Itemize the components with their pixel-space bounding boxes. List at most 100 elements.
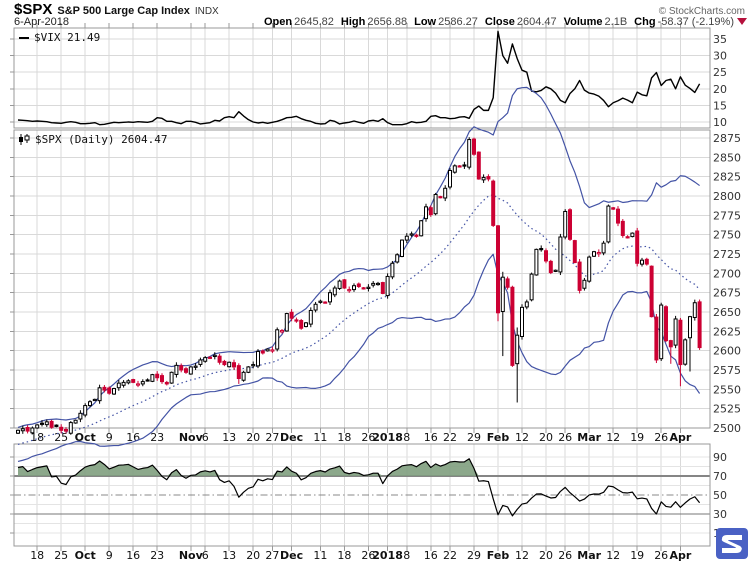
svg-text:Apr: Apr — [669, 549, 691, 562]
svg-text:15: 15 — [713, 99, 727, 112]
svg-text:18: 18 — [337, 431, 351, 444]
svg-text:2675: 2675 — [713, 287, 741, 300]
svg-text:Dec: Dec — [280, 549, 303, 562]
change-down-triangle-icon — [737, 18, 747, 25]
svg-text:19: 19 — [630, 549, 644, 562]
axis-ticks — [36, 23, 681, 551]
svg-text:2018: 2018 — [372, 549, 403, 562]
svg-text:20: 20 — [246, 549, 260, 562]
svg-text:20: 20 — [539, 549, 553, 562]
svg-text:27: 27 — [265, 549, 279, 562]
svg-text:2850: 2850 — [713, 151, 741, 164]
quote-high: High 2656.88 — [340, 16, 408, 28]
svg-text:2625: 2625 — [713, 325, 741, 338]
stockcharts-logo[interactable] — [716, 528, 748, 559]
svg-text:27: 27 — [265, 431, 279, 444]
svg-text:26: 26 — [361, 549, 375, 562]
svg-text:Feb: Feb — [487, 431, 510, 444]
svg-text:26: 26 — [361, 431, 375, 444]
svg-text:29: 29 — [467, 549, 481, 562]
svg-text:Oct: Oct — [75, 549, 96, 562]
svg-text:Mar: Mar — [577, 431, 601, 444]
svg-text:13: 13 — [222, 431, 236, 444]
svg-text:9: 9 — [106, 549, 113, 562]
svg-text:8: 8 — [403, 431, 410, 444]
svg-text:Apr: Apr — [669, 431, 691, 444]
line-swatch-icon — [19, 36, 29, 39]
svg-text:18: 18 — [337, 549, 351, 562]
svg-text:8: 8 — [403, 549, 410, 562]
svg-text:2650: 2650 — [713, 306, 741, 319]
spx-legend-text: $SPX (Daily) 2604.47 — [35, 133, 168, 146]
svg-text:6: 6 — [202, 549, 209, 562]
svg-text:2500: 2500 — [713, 422, 741, 435]
svg-text:2800: 2800 — [713, 190, 741, 203]
quote-open: Open 2645.82 — [264, 16, 334, 28]
candlestick-icon — [19, 134, 30, 145]
quote-close: Close 2604.47 — [484, 16, 557, 28]
svg-text:11: 11 — [313, 431, 327, 444]
svg-text:10: 10 — [713, 116, 727, 129]
svg-text:20: 20 — [246, 431, 260, 444]
svg-text:2550: 2550 — [713, 383, 741, 396]
index-name: S&P 500 Large Cap Index — [57, 5, 190, 17]
svg-text:Mar: Mar — [577, 549, 601, 562]
svg-text:26: 26 — [558, 431, 572, 444]
vix-line — [17, 30, 701, 126]
chart-header: $SPX S&P 500 Large Cap Index INDX © Stoc… — [0, 0, 750, 29]
svg-text:20: 20 — [539, 431, 553, 444]
svg-text:18: 18 — [30, 431, 44, 444]
svg-text:Feb: Feb — [487, 549, 510, 562]
svg-text:Nov: Nov — [179, 431, 204, 444]
svg-text:26: 26 — [654, 431, 668, 444]
exchange-label: INDX — [194, 6, 219, 17]
svg-text:30: 30 — [713, 508, 727, 521]
vix-legend-text: $VIX 21.49 — [34, 31, 101, 44]
svg-text:16: 16 — [126, 549, 140, 562]
panel-borders — [13, 27, 711, 547]
spx-legend: $SPX (Daily) 2604.47 — [18, 133, 167, 146]
candlesticks — [16, 137, 702, 435]
svg-text:2825: 2825 — [713, 171, 741, 184]
svg-text:25: 25 — [713, 66, 727, 79]
quote-low: Low 2586.27 — [414, 16, 478, 28]
svg-text:2600: 2600 — [713, 345, 741, 358]
vix-legend: $VIX 21.49 — [19, 31, 100, 44]
svg-text:12: 12 — [515, 549, 529, 562]
svg-text:2725: 2725 — [713, 248, 741, 261]
stockcharts-copyright-link[interactable]: © StockCharts.com — [658, 6, 745, 17]
svg-text:2700: 2700 — [713, 267, 741, 280]
svg-text:Oct: Oct — [75, 431, 96, 444]
quote-strip: Open 2645.82 High 2656.88 Low 2586.27 Close… — [264, 16, 747, 28]
svg-text:Dec: Dec — [280, 431, 303, 444]
svg-text:16: 16 — [424, 549, 438, 562]
svg-text:25: 25 — [54, 431, 68, 444]
svg-text:19: 19 — [630, 431, 644, 444]
bollinger-bands — [17, 86, 701, 463]
svg-text:12: 12 — [606, 431, 620, 444]
quote-change: Chg -58.37 (-2.19%) — [634, 16, 747, 28]
svg-text:12: 12 — [606, 549, 620, 562]
svg-text:29: 29 — [467, 431, 481, 444]
svg-text:23: 23 — [150, 549, 164, 562]
svg-text:26: 26 — [654, 549, 668, 562]
svg-text:23: 23 — [150, 431, 164, 444]
svg-text:26: 26 — [558, 549, 572, 562]
svg-text:30: 30 — [713, 50, 727, 63]
svg-text:35: 35 — [713, 33, 727, 46]
svg-text:2525: 2525 — [713, 403, 741, 416]
svg-text:22: 22 — [443, 431, 457, 444]
svg-text:11: 11 — [313, 549, 327, 562]
quote-volume: Volume 2.1B — [563, 16, 628, 28]
svg-text:2750: 2750 — [713, 229, 741, 242]
svg-text:18: 18 — [30, 549, 44, 562]
stockcharts-logo-glyph-icon — [721, 534, 742, 553]
svg-text:70: 70 — [713, 470, 727, 483]
svg-text:6: 6 — [202, 431, 209, 444]
chart-date: 6-Apr-2018 — [14, 16, 70, 28]
axis-labels: 1015202530352500252525502575260026252650… — [30, 33, 741, 562]
svg-text:2018: 2018 — [372, 431, 403, 444]
svg-text:20: 20 — [713, 83, 727, 96]
svg-text:50: 50 — [713, 489, 727, 502]
